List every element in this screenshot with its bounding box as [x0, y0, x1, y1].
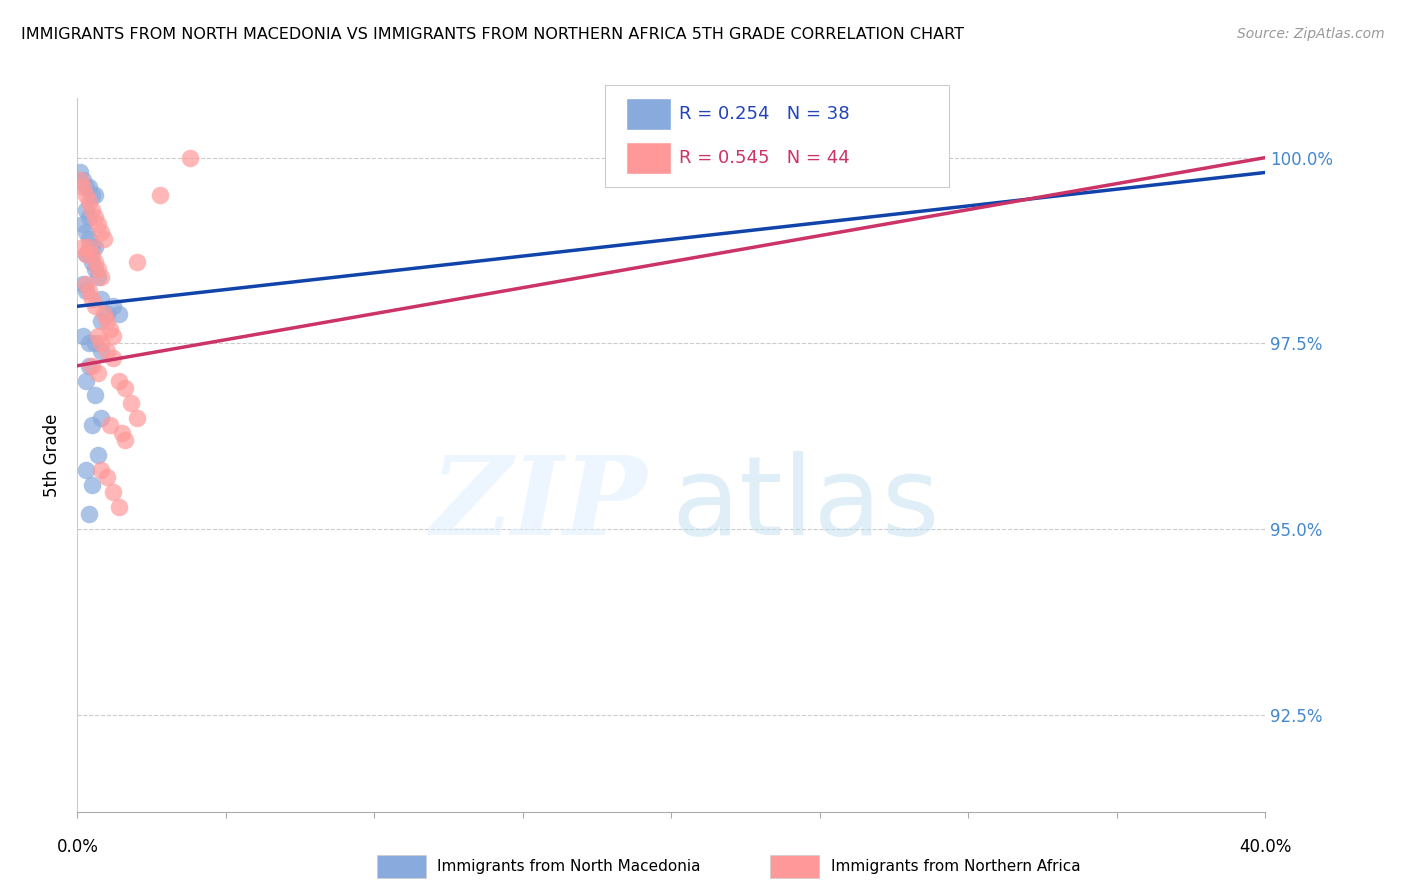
Text: Immigrants from Northern Africa: Immigrants from Northern Africa [831, 859, 1080, 873]
Point [90, 314, 112, 328]
Point [82, 240, 104, 254]
Point [98, 418, 121, 433]
Point [77, 359, 100, 373]
Point [75, 180, 97, 194]
Point [75, 277, 97, 291]
Point [111, 425, 134, 440]
Point [90, 336, 112, 351]
Point [87, 366, 110, 380]
Point [77, 210, 100, 224]
Point [75, 247, 97, 261]
Point [96, 470, 118, 484]
Point [96, 307, 118, 321]
Point [84, 299, 107, 313]
Point [72, 277, 94, 291]
Text: 0.0%: 0.0% [56, 838, 98, 855]
Point [101, 351, 124, 366]
Point [101, 299, 124, 313]
Point [87, 218, 110, 232]
Point [82, 247, 104, 261]
Point [84, 262, 107, 277]
Point [90, 410, 112, 425]
Point [87, 329, 110, 343]
Point [84, 187, 107, 202]
Point [108, 374, 131, 388]
Point [77, 232, 100, 246]
Point [101, 485, 124, 500]
Point [90, 343, 112, 358]
Point [84, 388, 107, 402]
Point [87, 262, 110, 277]
Point [75, 463, 97, 477]
Point [77, 508, 100, 522]
Point [90, 292, 112, 306]
Point [82, 418, 104, 433]
Text: atlas: atlas [672, 451, 939, 558]
Point [90, 463, 112, 477]
Point [77, 240, 100, 254]
Point [179, 151, 201, 165]
Point [77, 195, 100, 210]
Point [75, 202, 97, 217]
Point [125, 410, 148, 425]
Point [82, 292, 104, 306]
Point [75, 225, 97, 239]
Point [75, 247, 97, 261]
Point [82, 202, 104, 217]
Point [75, 187, 97, 202]
Text: R = 0.545   N = 44: R = 0.545 N = 44 [679, 149, 849, 167]
Point [98, 321, 121, 335]
Point [82, 477, 104, 491]
Point [84, 210, 107, 224]
Point [149, 187, 172, 202]
Text: ZIP: ZIP [432, 451, 648, 558]
Point [82, 187, 104, 202]
Point [72, 240, 94, 254]
Point [75, 374, 97, 388]
Point [87, 448, 110, 462]
Y-axis label: 5th Grade: 5th Grade [44, 413, 62, 497]
Point [72, 329, 94, 343]
Point [93, 307, 115, 321]
Point [87, 269, 110, 284]
Point [82, 359, 104, 373]
Point [120, 396, 142, 410]
Text: R = 0.254   N = 38: R = 0.254 N = 38 [679, 105, 849, 123]
Point [108, 307, 131, 321]
Point [114, 381, 136, 395]
Point [93, 232, 115, 246]
Text: Immigrants from North Macedonia: Immigrants from North Macedonia [437, 859, 700, 873]
Point [75, 285, 97, 299]
Point [77, 180, 100, 194]
Text: IMMIGRANTS FROM NORTH MACEDONIA VS IMMIGRANTS FROM NORTHERN AFRICA 5TH GRADE COR: IMMIGRANTS FROM NORTH MACEDONIA VS IMMIG… [21, 27, 965, 42]
Point [90, 269, 112, 284]
Point [77, 336, 100, 351]
Point [96, 314, 118, 328]
Point [101, 329, 124, 343]
Point [69, 165, 91, 179]
Point [72, 180, 94, 194]
Point [69, 173, 91, 187]
Point [84, 240, 107, 254]
Point [82, 254, 104, 268]
Point [125, 254, 148, 268]
Text: 40.0%: 40.0% [1239, 838, 1292, 855]
Text: Source: ZipAtlas.com: Source: ZipAtlas.com [1237, 27, 1385, 41]
Point [84, 254, 107, 268]
Point [96, 343, 118, 358]
Point [90, 225, 112, 239]
Point [108, 500, 131, 514]
Point [72, 218, 94, 232]
Point [77, 285, 100, 299]
Point [84, 336, 107, 351]
Point [72, 173, 94, 187]
Point [77, 247, 100, 261]
Point [114, 433, 136, 447]
